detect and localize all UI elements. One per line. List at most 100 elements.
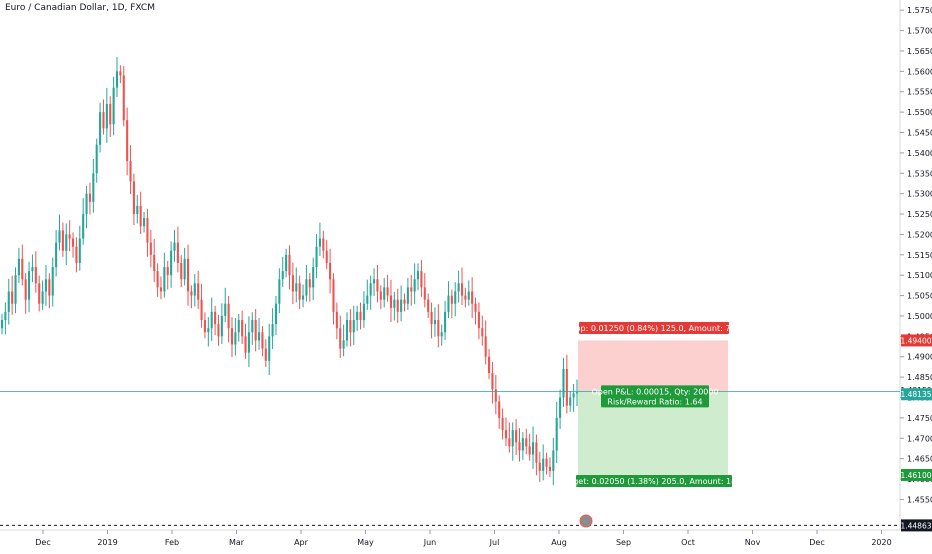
candle-body[interactable] <box>105 103 108 129</box>
candle-body[interactable] <box>525 438 528 447</box>
candle-body[interactable] <box>460 283 464 296</box>
candle-body[interactable] <box>51 267 54 296</box>
candle-body[interactable] <box>345 320 349 341</box>
candle-body[interactable] <box>420 271 423 288</box>
candle-body[interactable] <box>477 311 480 329</box>
candle-body[interactable] <box>122 75 125 121</box>
candle-body[interactable] <box>572 393 575 398</box>
candle-body[interactable] <box>464 295 467 300</box>
candle-body[interactable] <box>288 254 291 276</box>
candle-body[interactable] <box>99 112 102 145</box>
candle-body[interactable] <box>217 324 220 337</box>
candle-body[interactable] <box>112 87 115 125</box>
candle-body[interactable] <box>312 267 315 288</box>
candle-body[interactable] <box>393 299 396 308</box>
candle-body[interactable] <box>268 336 271 361</box>
candle-body[interactable] <box>406 287 409 304</box>
candle-body[interactable] <box>488 356 491 374</box>
candle-body[interactable] <box>356 311 359 321</box>
candle-body[interactable] <box>58 230 61 243</box>
candle-body[interactable] <box>71 238 75 247</box>
candle-body[interactable] <box>305 279 308 296</box>
candle-body[interactable] <box>183 258 186 280</box>
candle-body[interactable] <box>498 401 501 418</box>
candle-body[interactable] <box>78 238 81 263</box>
candle-body[interactable] <box>11 291 14 304</box>
candle-body[interactable] <box>159 287 163 292</box>
candle-body[interactable] <box>38 283 41 304</box>
candle-body[interactable] <box>528 446 531 455</box>
candle-body[interactable] <box>400 299 403 312</box>
candle-body[interactable] <box>247 332 250 353</box>
candle-body[interactable] <box>575 392 579 394</box>
candle-body[interactable] <box>383 287 386 300</box>
candle-body[interactable] <box>48 279 51 296</box>
candle-body[interactable] <box>190 291 193 296</box>
candle-body[interactable] <box>207 328 210 333</box>
candle-body[interactable] <box>318 238 321 247</box>
candle-body[interactable] <box>28 271 31 300</box>
candle-body[interactable] <box>176 242 179 263</box>
candle-body[interactable] <box>454 291 457 304</box>
candle-body[interactable] <box>85 193 88 215</box>
candle-body[interactable] <box>241 320 244 337</box>
candle-body[interactable] <box>535 442 538 463</box>
candle-body[interactable] <box>109 103 112 125</box>
candle-body[interactable] <box>156 271 159 288</box>
candle-body[interactable] <box>504 430 508 439</box>
candle-body[interactable] <box>170 250 173 276</box>
candle-body[interactable] <box>450 295 453 304</box>
candle-body[interactable] <box>61 230 64 251</box>
candle-body[interactable] <box>44 279 48 292</box>
candle-body[interactable] <box>342 340 345 349</box>
candle-body[interactable] <box>285 254 288 272</box>
candle-body[interactable] <box>569 397 572 406</box>
candle-body[interactable] <box>447 295 450 312</box>
candle-body[interactable] <box>410 287 413 292</box>
candle-body[interactable] <box>352 320 355 333</box>
candle-body[interactable] <box>186 258 190 292</box>
candle-body[interactable] <box>538 462 541 471</box>
candle-body[interactable] <box>82 214 85 239</box>
candle-body[interactable] <box>430 311 433 325</box>
candle-body[interactable] <box>457 283 460 292</box>
candle-body[interactable] <box>261 332 264 349</box>
candle-body[interactable] <box>552 450 555 471</box>
candle-body[interactable] <box>274 303 278 325</box>
candle-body[interactable] <box>416 271 420 280</box>
candle-body[interactable] <box>359 311 362 321</box>
candle-body[interactable] <box>24 279 27 300</box>
candle-body[interactable] <box>481 328 484 337</box>
candle-body[interactable] <box>308 279 311 288</box>
candle-body[interactable] <box>494 389 497 402</box>
candle-body[interactable] <box>227 303 230 329</box>
candle-body[interactable] <box>163 267 166 292</box>
candle-body[interactable] <box>474 303 477 312</box>
candle-body[interactable] <box>301 295 305 300</box>
candle-body[interactable] <box>210 311 213 329</box>
candle-body[interactable] <box>136 205 139 215</box>
candle-body[interactable] <box>335 311 338 329</box>
candle-body[interactable] <box>14 275 17 304</box>
candle-body[interactable] <box>396 299 399 312</box>
candle-body[interactable] <box>542 458 545 471</box>
candle-body[interactable] <box>139 205 142 227</box>
candle-body[interactable] <box>234 332 237 345</box>
candle-body[interactable] <box>362 303 365 321</box>
candle-body[interactable] <box>565 368 568 406</box>
candle-body[interactable] <box>31 267 34 272</box>
candle-body[interactable] <box>332 279 335 312</box>
candle-body[interactable] <box>366 295 369 304</box>
candle-body[interactable] <box>55 242 58 268</box>
candle-body[interactable] <box>41 291 44 304</box>
candle-body[interactable] <box>224 303 227 316</box>
candle-body[interactable] <box>278 279 281 304</box>
candle-body[interactable] <box>386 287 389 296</box>
candle-body[interactable] <box>197 283 200 300</box>
candle-body[interactable] <box>95 144 98 174</box>
event-marker-icon[interactable] <box>579 514 593 528</box>
candle-body[interactable] <box>115 71 119 88</box>
candle-body[interactable] <box>444 311 447 333</box>
candle-body[interactable] <box>531 442 535 455</box>
